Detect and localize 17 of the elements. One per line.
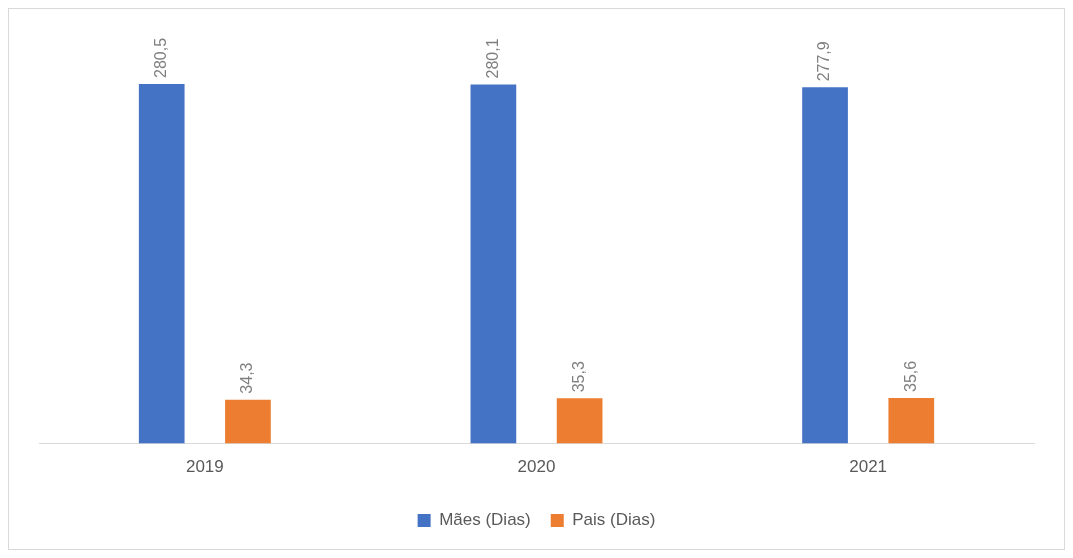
bar [138, 84, 185, 444]
bar [470, 84, 517, 444]
x-tick-label: 2019 [185, 457, 224, 477]
x-tick-label: 2020 [517, 457, 556, 477]
legend-label: Pais (Dias) [572, 510, 656, 530]
bar [225, 399, 271, 444]
bar [888, 397, 935, 444]
legend-label: Mães (Dias) [439, 510, 531, 530]
x-tick-label: 2021 [849, 457, 888, 477]
data-label: 35,6 [901, 360, 919, 392]
data-label: 280,1 [483, 38, 501, 79]
data-label: 35,3 [570, 361, 588, 393]
bar [556, 398, 603, 444]
data-label: 277,9 [815, 41, 833, 82]
data-label: 280,5 [152, 37, 170, 78]
bar [802, 87, 848, 444]
data-label: 34,3 [238, 362, 256, 394]
